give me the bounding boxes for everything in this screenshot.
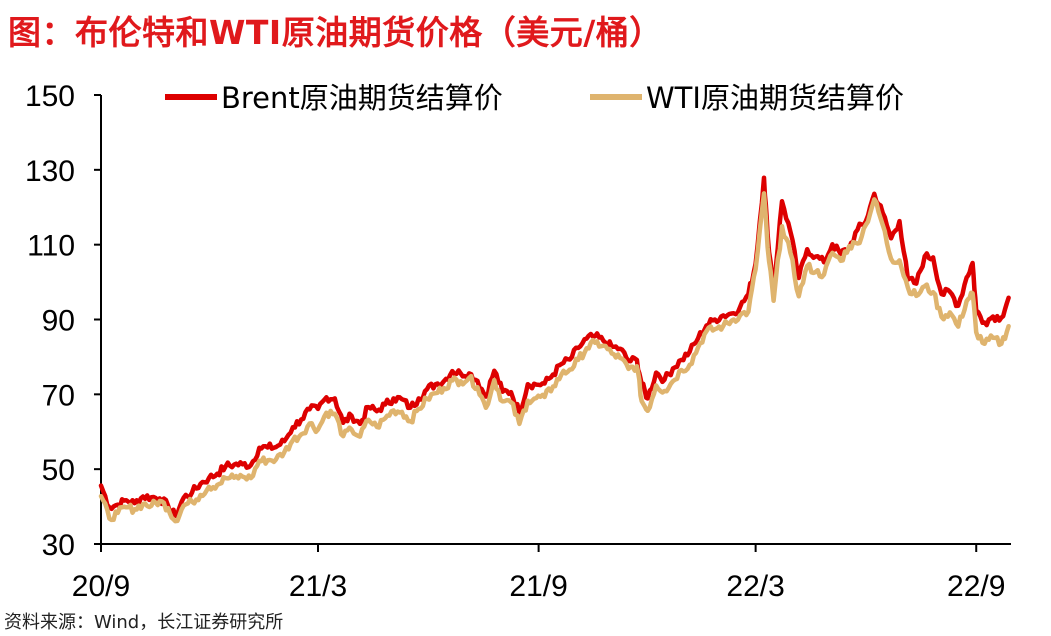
x-tick-label: 22/3 bbox=[726, 570, 784, 603]
axes: 30 50 70 90 110 130 150 20/9 21/3 21/9 22/3 22/9 bbox=[25, 80, 1011, 603]
y-tick-label: 50 bbox=[42, 454, 75, 487]
y-tick-label: 110 bbox=[27, 230, 75, 263]
legend: Brent原油期货结算价 WTI原油期货结算价 bbox=[165, 81, 904, 115]
x-tick-label: 20/9 bbox=[72, 570, 130, 603]
source-note: 资料来源：Wind，长江证券研究所 bbox=[4, 612, 284, 633]
y-tick-label: 90 bbox=[42, 305, 75, 338]
y-tick-label: 30 bbox=[42, 529, 75, 562]
y-tick-label: 70 bbox=[42, 379, 75, 412]
legend-label: Brent原油期货结算价 bbox=[221, 81, 503, 115]
y-tick-label: 130 bbox=[25, 155, 75, 188]
y-tick-label: 150 bbox=[25, 80, 75, 113]
x-tick-label: 21/3 bbox=[289, 570, 347, 603]
x-tick-label: 21/9 bbox=[509, 570, 567, 603]
x-tick-label: 22/9 bbox=[947, 570, 1005, 603]
legend-label: WTI原油期货结算价 bbox=[646, 81, 904, 115]
brent-series-line bbox=[98, 175, 1011, 519]
chart-title: 图：布伦特和WTI原油期货价格（美元/桶） bbox=[8, 13, 663, 52]
wti-series-line bbox=[98, 191, 1011, 524]
series-lines bbox=[98, 175, 1011, 524]
